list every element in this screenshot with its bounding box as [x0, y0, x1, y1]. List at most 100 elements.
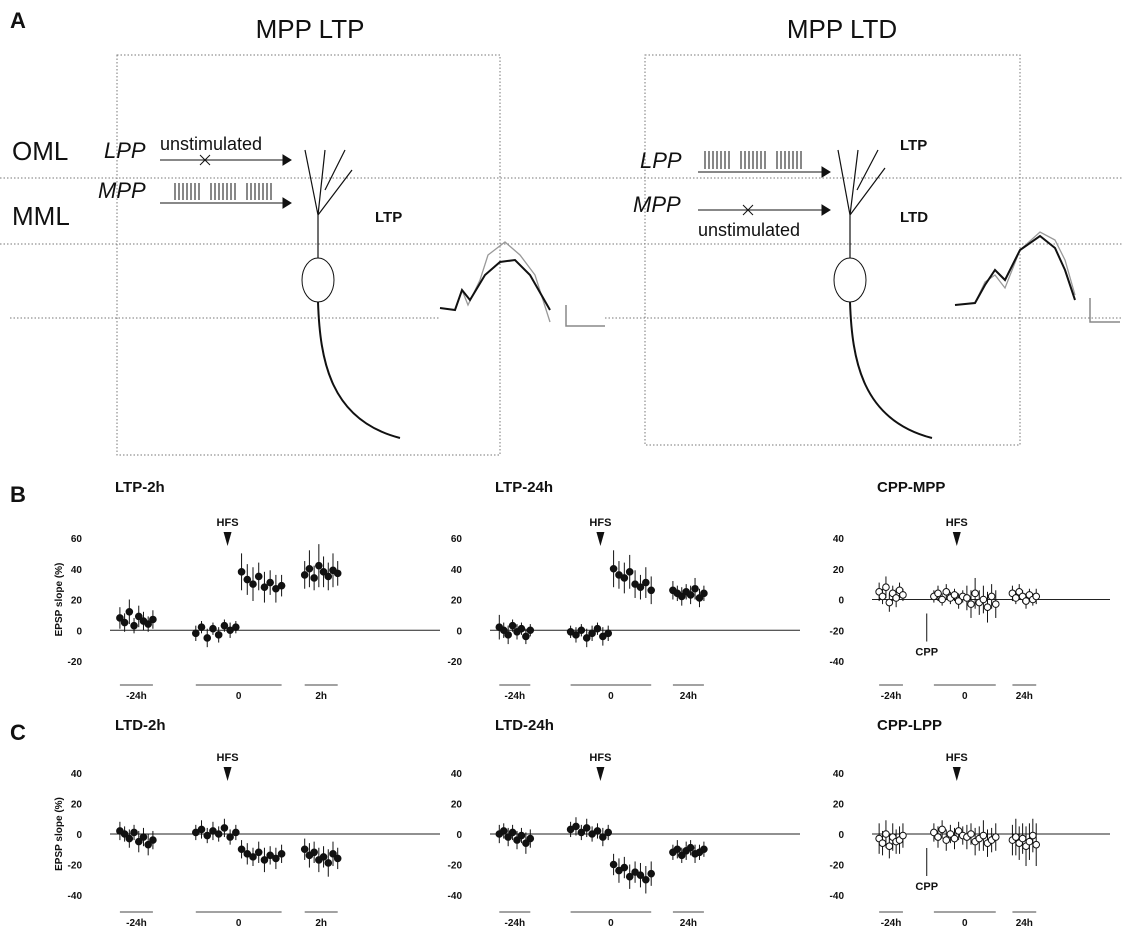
- data-point: [149, 836, 157, 844]
- data-point: [1032, 592, 1041, 601]
- data-point: [243, 575, 252, 584]
- group-label: -24h: [126, 918, 147, 929]
- data-point: [522, 632, 530, 641]
- annotation-arrow: [223, 532, 232, 546]
- data-point: [277, 581, 286, 590]
- data-point: [899, 591, 907, 599]
- data-point: [673, 845, 682, 854]
- data-point: [197, 623, 206, 631]
- y-tick-label: 20: [451, 800, 463, 811]
- data-point: [329, 850, 337, 858]
- data-point: [300, 845, 309, 854]
- data-point: [647, 586, 656, 595]
- y-tick-label: 40: [451, 769, 463, 780]
- data-point: [677, 851, 686, 860]
- data-point: [237, 845, 246, 854]
- y-tick-label: -20: [68, 657, 83, 668]
- data-point: [572, 822, 580, 831]
- y-tick-label: 40: [833, 534, 845, 545]
- data-point: [116, 614, 124, 622]
- data-point: [609, 860, 618, 869]
- data-point: [220, 621, 229, 630]
- data-point: [892, 594, 900, 602]
- data-point: [1032, 840, 1041, 849]
- layer-label: OML: [12, 136, 68, 166]
- y-tick-label: 0: [456, 830, 462, 841]
- data-point: [582, 824, 591, 832]
- data-point: [577, 828, 586, 837]
- annotation: HFS: [217, 752, 239, 764]
- chart-title: LTP-24h: [495, 479, 553, 496]
- data-point: [604, 828, 613, 837]
- data-point: [226, 833, 234, 841]
- annotation-arrow: [223, 767, 232, 781]
- data-point: [499, 626, 508, 635]
- data-point: [232, 828, 240, 837]
- data-point: [149, 615, 157, 624]
- data-point: [232, 623, 240, 631]
- data-point: [930, 828, 938, 837]
- data-point: [677, 592, 686, 601]
- y-tick-label: 40: [71, 769, 83, 780]
- data-point: [139, 833, 148, 841]
- data-point: [979, 831, 988, 840]
- y-tick-label: 0: [76, 830, 82, 841]
- data-point: [513, 836, 521, 844]
- data-point: [192, 629, 200, 638]
- data-point: [324, 572, 333, 581]
- data-point: [226, 626, 234, 635]
- pathway-note: unstimulated: [698, 220, 800, 240]
- group-label: 24h: [1016, 691, 1033, 702]
- group-label: -24h: [881, 691, 902, 702]
- chart-title: CPP-LPP: [877, 717, 942, 734]
- data-point: [1025, 837, 1034, 846]
- data-point: [272, 854, 280, 863]
- group-label: 2h: [315, 691, 327, 702]
- data-point: [572, 631, 580, 639]
- data-point: [1018, 834, 1027, 843]
- data-point: [588, 629, 596, 638]
- group-label: 0: [236, 918, 242, 929]
- data-point: [599, 833, 607, 841]
- data-point: [625, 872, 634, 881]
- data-point: [209, 827, 217, 835]
- data-point: [310, 848, 318, 857]
- group-label: -24h: [505, 691, 526, 702]
- data-point: [220, 824, 229, 832]
- panel-letter: C: [10, 720, 26, 745]
- group-label: 24h: [680, 918, 697, 929]
- data-point: [526, 834, 535, 843]
- panel-title: MPP LTP: [256, 14, 365, 44]
- data-point: [938, 595, 946, 604]
- annotation: CPP: [915, 647, 938, 659]
- data-point: [315, 561, 323, 570]
- pathway-label: MPP: [98, 178, 146, 203]
- data-point: [991, 833, 1000, 841]
- group-label: 0: [962, 918, 968, 929]
- data-point: [983, 603, 992, 611]
- data-point: [517, 624, 526, 633]
- data-point: [991, 600, 1000, 608]
- data-point: [593, 827, 602, 835]
- data-point: [1029, 831, 1037, 840]
- annotation-arrow: [596, 532, 605, 546]
- data-point: [254, 848, 263, 857]
- data-point: [144, 840, 152, 849]
- annotation-arrow: [952, 532, 961, 546]
- data-point: [647, 869, 656, 878]
- y-tick-label: 20: [833, 565, 845, 576]
- data-point: [620, 863, 629, 872]
- y-tick-label: -20: [448, 861, 463, 872]
- frame: [116, 54, 501, 456]
- data-point: [1022, 597, 1030, 605]
- data-point: [878, 839, 887, 847]
- y-tick-label: -20: [68, 861, 83, 872]
- data-point: [899, 831, 907, 840]
- chart-title: LTP-2h: [115, 479, 165, 496]
- annotation: HFS: [946, 752, 968, 764]
- y-tick-label: 60: [451, 534, 463, 545]
- y-tick-label: 20: [833, 800, 845, 811]
- group-label: 24h: [1016, 918, 1033, 929]
- y-tick-label: 0: [76, 626, 82, 637]
- data-point: [963, 594, 971, 602]
